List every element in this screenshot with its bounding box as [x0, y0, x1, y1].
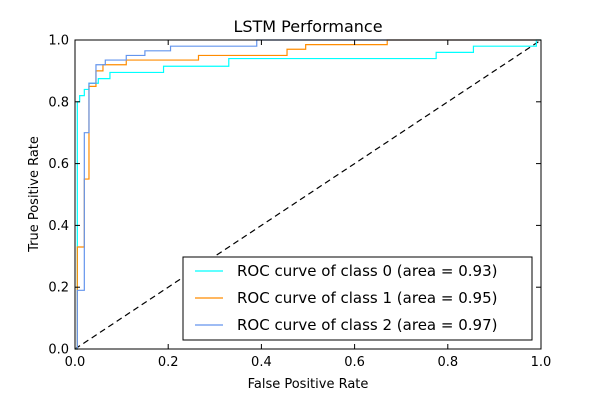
x-tick-label: 0.0 [65, 355, 86, 370]
legend-label-class-1: ROC curve of class 1 (area = 0.95) [237, 289, 497, 307]
roc-curve-class-0 [75, 39, 541, 350]
chance-diagonal-line [74, 39, 542, 350]
y-tick-label: 0.4 [48, 219, 69, 234]
x-tick-label: 0.8 [437, 355, 458, 370]
y-axis-label: True Positive Rate [27, 136, 42, 253]
x-tick-label: 1.0 [531, 355, 552, 370]
y-tick-label: 1.0 [48, 34, 69, 49]
roc-curve-class-2 [75, 39, 541, 350]
legend: ROC curve of class 0 (area = 0.93) ROC cu… [182, 256, 533, 341]
axis-ticks: 0.0 0.2 0.4 0.6 0.8 1.0 0.0 0.2 0.4 0.6 0.8 1.0 [48, 34, 551, 371]
x-tick-label: 0.4 [251, 355, 272, 370]
y-tick-label: 0.0 [48, 343, 69, 358]
legend-label-class-0: ROC curve of class 0 (area = 0.93) [237, 262, 497, 280]
legend-box [182, 256, 533, 341]
legend-label-class-2: ROC curve of class 2 (area = 0.97) [237, 316, 497, 334]
plot-area [74, 39, 542, 350]
y-tick-label: 0.6 [48, 157, 69, 172]
chart-title: LSTM Performance [233, 17, 382, 36]
x-tick-label: 0.6 [344, 355, 365, 370]
plot-frame [74, 39, 542, 350]
y-tick-label: 0.8 [48, 95, 69, 110]
x-tick-label: 0.2 [158, 355, 179, 370]
y-tick-label: 0.2 [48, 281, 69, 296]
x-axis-label: False Positive Rate [248, 377, 369, 392]
